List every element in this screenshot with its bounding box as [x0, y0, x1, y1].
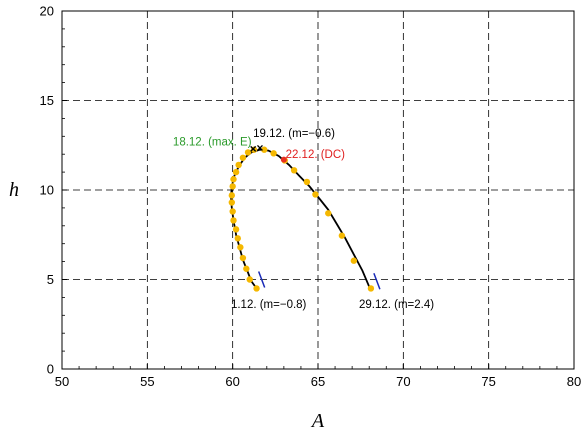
fitted-curve — [230, 148, 371, 289]
y-tick-label: 20 — [40, 4, 54, 19]
x-marker — [256, 144, 263, 151]
data-point — [229, 183, 236, 190]
data-point — [235, 161, 242, 169]
data-point — [325, 210, 332, 217]
dc-point — [280, 156, 287, 163]
annotations: 18.12. (max. E)19.12. (m=−0.6) 22.12. (DC… — [173, 128, 434, 311]
annotation-label: 1.12. (m=−0.8) — [231, 299, 307, 311]
data-point — [239, 154, 247, 161]
x-marker — [250, 145, 257, 152]
y-tick-label: 15 — [40, 93, 54, 108]
data-point — [338, 232, 346, 239]
data-point — [290, 167, 298, 174]
y-axis-title: h — [9, 179, 19, 201]
data-point — [246, 276, 253, 283]
y-tick-label: 5 — [47, 272, 54, 287]
y-tick-label: 10 — [40, 183, 54, 198]
data-point — [239, 254, 247, 262]
trajectory-line — [230, 148, 371, 289]
annotation-label: 22.12. (DC) — [286, 149, 346, 161]
data-point — [230, 217, 237, 224]
x-tick-label: 75 — [481, 374, 495, 389]
x-tick-label: 50 — [55, 374, 69, 389]
data-point — [234, 235, 241, 242]
end-tick-mark — [373, 273, 381, 290]
end-tick-mark — [257, 271, 266, 288]
data-point — [232, 226, 240, 233]
data-point — [244, 149, 252, 156]
data-point — [253, 285, 260, 292]
data-point — [367, 285, 375, 292]
y-tick-label: 0 — [47, 362, 54, 377]
data-point — [350, 257, 358, 264]
data-point — [270, 150, 277, 157]
data-point — [229, 208, 236, 215]
annotation-label: 18.12. (max. E) — [173, 136, 252, 148]
data-point — [228, 199, 236, 206]
x-tick-label: 80 — [567, 374, 581, 389]
grid — [62, 11, 574, 369]
x-tick-label: 60 — [225, 374, 239, 389]
data-point — [312, 191, 319, 198]
x-tick-label: 70 — [396, 374, 410, 389]
data-point — [228, 192, 236, 199]
x-axis-title: A — [310, 410, 325, 432]
data-point — [232, 168, 240, 176]
axis-ticks: 50 55 60 65 70 75 80 0 5 10 15 20 — [40, 4, 582, 390]
data-point — [237, 244, 244, 251]
annotation-label: 19.12. (m=−0.6) — [253, 128, 335, 140]
data-points — [228, 146, 375, 292]
annotation-label: 29.12. (m=2.4) — [359, 299, 434, 311]
data-point — [230, 176, 237, 183]
data-point — [261, 146, 268, 153]
data-point — [303, 178, 311, 186]
x-tick-label: 65 — [311, 374, 325, 389]
special-marks — [250, 144, 381, 290]
data-point — [243, 265, 250, 272]
x-tick-label: 55 — [140, 374, 154, 389]
